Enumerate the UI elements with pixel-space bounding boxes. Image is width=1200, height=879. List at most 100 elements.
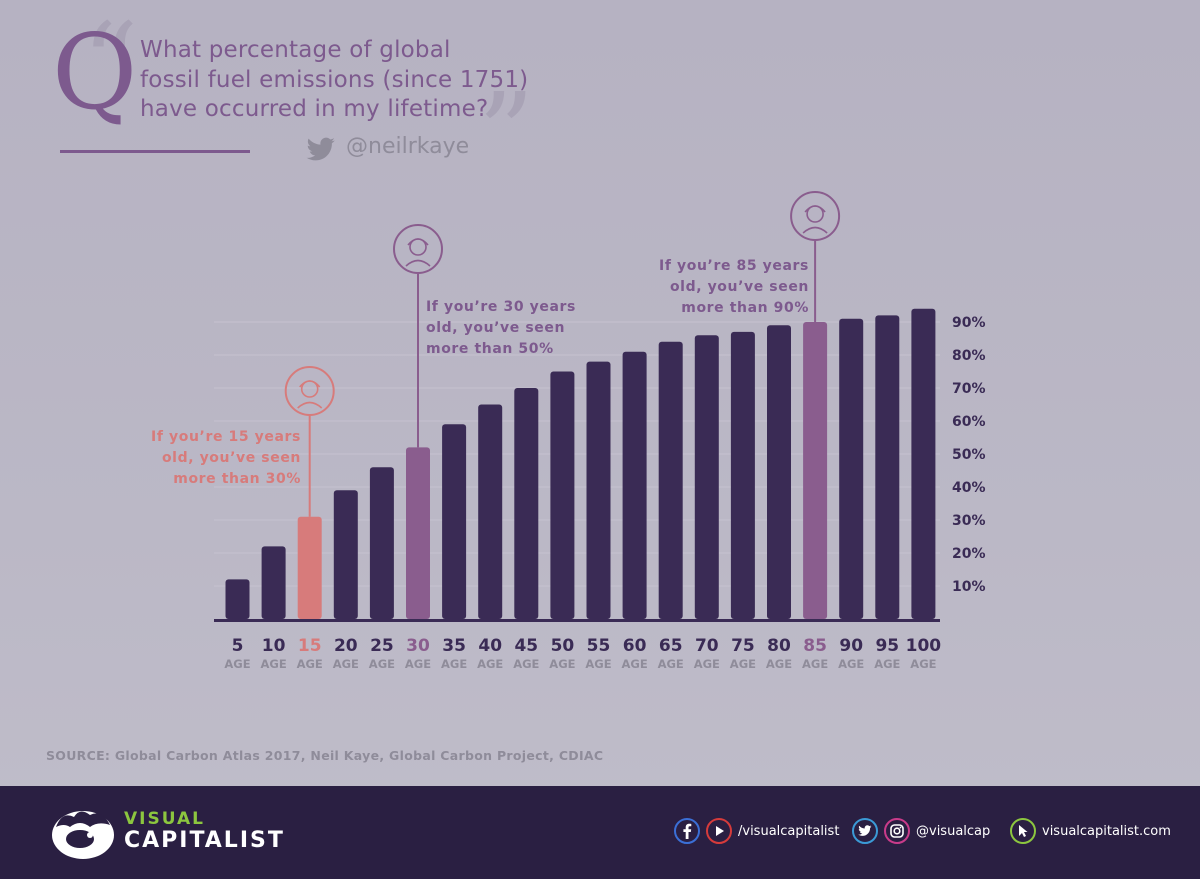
bar: [297, 516, 322, 619]
bar: [406, 447, 430, 619]
y-tick-label: 10%: [952, 579, 986, 595]
bar: [261, 546, 286, 619]
x-tick-sublabel: AGE: [549, 657, 575, 671]
x-tick-sublabel: AGE: [658, 657, 684, 671]
bar: [730, 331, 755, 619]
x-tick-sublabel: AGE: [441, 657, 467, 671]
bar: [875, 315, 900, 619]
x-tick-sublabel: AGE: [874, 657, 900, 671]
x-tick-label: 15: [298, 636, 322, 656]
social-group-2[interactable]: @visualcap: [852, 816, 990, 846]
annotation-age-85: If you’re 85 years old, you’ve seen more…: [659, 258, 809, 316]
cursor-icon[interactable]: [1010, 818, 1036, 844]
bar: [442, 424, 467, 619]
y-axis-ticks: 10% 20% 30% 40% 50% 60% 70% 80% 90%: [952, 315, 986, 595]
instagram-icon[interactable]: [884, 818, 910, 844]
x-tick-sublabel: AGE: [224, 657, 250, 671]
x-tick-label: 20: [334, 636, 358, 656]
x-tick-sublabel: AGE: [730, 657, 756, 671]
x-tick-label: 60: [623, 636, 647, 656]
visual-capitalist-logo-icon: [52, 811, 114, 859]
bar: [333, 490, 358, 619]
chart-gridlines: [214, 321, 940, 587]
bar: [658, 341, 683, 619]
x-tick-label: 90: [839, 636, 863, 656]
avatar-hair-icon: [407, 238, 429, 246]
x-tick-sublabel: AGE: [621, 657, 647, 671]
x-tick-label: 25: [370, 636, 394, 656]
social-link-visualcap[interactable]: @visualcap: [916, 823, 991, 839]
social-group-1[interactable]: /visualcapitalist: [674, 816, 839, 846]
x-tick-label: 75: [731, 636, 755, 656]
y-tick-label: 40%: [952, 480, 986, 496]
brand-bottom: CAPITALIST: [124, 828, 285, 853]
x-tick-label: 5: [232, 636, 244, 656]
x-tick-sublabel: AGE: [513, 657, 539, 671]
footer-bar: VISUAL CAPITALIST /visualcapitalist @vis…: [0, 786, 1200, 879]
social-link-visualcapitalist[interactable]: /visualcapitalist: [738, 823, 840, 839]
y-tick-label: 20%: [952, 546, 986, 562]
x-tick-label: 40: [478, 636, 502, 656]
x-tick-label: 65: [659, 636, 683, 656]
avatar-shoulders-icon: [802, 226, 828, 234]
x-axis-line: [214, 619, 940, 622]
x-tick-label: 70: [695, 636, 719, 656]
y-tick-label: 60%: [952, 414, 986, 430]
x-tick-label: 10: [262, 636, 286, 656]
brand-top: VISUAL: [124, 809, 205, 829]
bar: [586, 361, 611, 619]
x-tick-sublabel: AGE: [585, 657, 611, 671]
x-tick-sublabel: AGE: [405, 657, 431, 671]
bar: [839, 318, 864, 619]
annotation-age-15: If you’re 15 years old, you’ve seen more…: [151, 429, 301, 487]
x-tick-sublabel: AGE: [910, 657, 936, 671]
avatar-circle-icon: [284, 366, 335, 416]
open-quote-mark: “: [82, 0, 139, 127]
x-tick-label: 100: [906, 636, 942, 656]
y-tick-label: 30%: [952, 513, 986, 529]
y-tick-label: 50%: [952, 447, 986, 463]
bar: [767, 325, 791, 619]
twitter-footer-icon[interactable]: [852, 818, 878, 844]
avatar-hair-icon: [804, 205, 826, 213]
y-tick-label: 80%: [952, 348, 986, 364]
twitter-handle: @neilrkaye: [346, 134, 470, 159]
bar: [514, 388, 539, 619]
avatar-shoulders-icon: [297, 401, 323, 409]
source-note: SOURCE: Global Carbon Atlas 2017, Neil K…: [46, 748, 604, 763]
header-underline: [60, 150, 250, 153]
bar: [911, 308, 936, 619]
avatar-hair-icon: [299, 380, 321, 388]
youtube-icon[interactable]: [706, 818, 732, 844]
q-letter: Q: [52, 11, 138, 133]
bar: [622, 351, 647, 619]
bar: [478, 404, 503, 619]
x-tick-label: 30: [406, 636, 430, 656]
callout-lines: [284, 191, 841, 517]
x-tick-sublabel: AGE: [477, 657, 503, 671]
question-line-2: fossil fuel emissions (since 1751): [140, 66, 529, 93]
question-line-3: have occurred in my lifetime?: [140, 96, 489, 122]
brand-wordmark: VISUAL CAPITALIST: [124, 810, 285, 853]
bar: [550, 371, 575, 619]
question-text: What percentage of global fossil fuel em…: [140, 36, 540, 125]
question-line-1: What percentage of global: [140, 37, 451, 63]
x-tick-label: 50: [551, 636, 575, 656]
bar-chart: 10%20%30%40%50%60%70%80%90% 5AGE10AGE15A…: [214, 191, 986, 671]
x-tick-sublabel: AGE: [333, 657, 359, 671]
avatar-circle-icon: [790, 191, 841, 241]
x-tick-label: 35: [442, 636, 466, 656]
bar: [803, 322, 828, 619]
x-tick-sublabel: AGE: [802, 657, 828, 671]
twitter-icon: [306, 137, 335, 161]
x-tick-sublabel: AGE: [369, 657, 395, 671]
facebook-icon[interactable]: [674, 818, 700, 844]
avatar-circle-icon: [393, 224, 443, 274]
bar: [694, 335, 719, 619]
x-tick-label: 55: [587, 636, 611, 656]
x-tick-sublabel: AGE: [694, 657, 720, 671]
x-tick-label: 95: [875, 636, 899, 656]
x-tick-label: 85: [803, 636, 827, 656]
social-group-3[interactable]: visualcapitalist.com: [1010, 816, 1171, 846]
website-link[interactable]: visualcapitalist.com: [1042, 823, 1171, 839]
